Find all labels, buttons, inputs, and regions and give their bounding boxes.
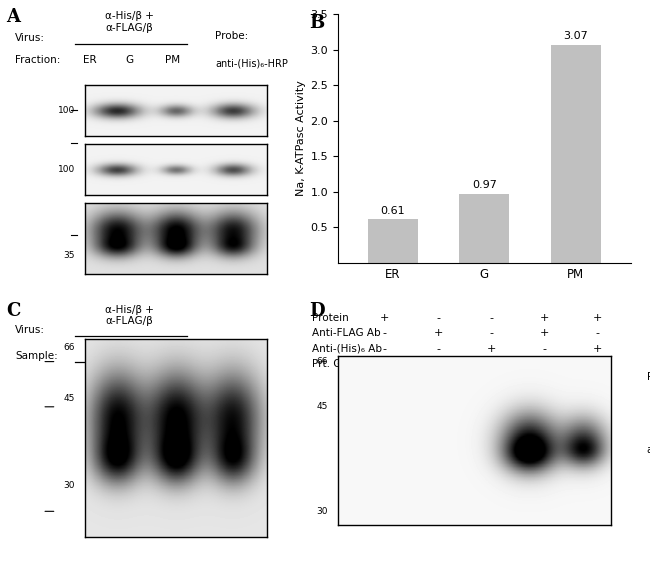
Text: Protein: Protein: [312, 312, 349, 323]
Text: α-His/β +
α-FLAG/β: α-His/β + α-FLAG/β: [105, 305, 154, 326]
Text: +: +: [434, 359, 443, 370]
Text: 100: 100: [57, 165, 75, 174]
Text: +: +: [380, 312, 389, 323]
Text: +: +: [592, 344, 602, 354]
Text: 3.07: 3.07: [564, 31, 588, 41]
Text: anti-β1: anti-β1: [215, 167, 250, 177]
Text: Probe:: Probe:: [647, 372, 650, 382]
Text: +: +: [592, 312, 602, 323]
Text: +: +: [486, 359, 496, 370]
Y-axis label: Na, K-ATPasc Activity: Na, K-ATPasc Activity: [296, 80, 306, 197]
Text: 0.97: 0.97: [472, 180, 497, 190]
Text: 66: 66: [63, 343, 75, 352]
Text: +: +: [540, 359, 549, 370]
Text: 35: 35: [63, 251, 75, 260]
Bar: [459, 194, 510, 263]
Text: -: -: [489, 312, 493, 323]
Text: D: D: [309, 302, 324, 320]
Text: -: -: [489, 328, 493, 338]
Text: Virus:: Virus:: [15, 325, 45, 336]
Text: Prt. G Seph: Prt. G Seph: [312, 359, 371, 370]
Bar: [368, 219, 418, 263]
Text: +: +: [434, 328, 443, 338]
Text: +: +: [486, 344, 496, 354]
Text: TM: TM: [84, 351, 100, 362]
Text: -: -: [383, 328, 387, 338]
Text: A: A: [6, 8, 21, 27]
Text: Anti-(His)₆ Ab: Anti-(His)₆ Ab: [312, 344, 382, 354]
Text: +: +: [380, 359, 389, 370]
Text: anti-FLAG: anti-FLAG: [215, 98, 263, 107]
Text: -: -: [436, 344, 440, 354]
Text: 45: 45: [317, 402, 328, 411]
Text: C: C: [6, 302, 21, 320]
Text: 0.61: 0.61: [380, 206, 405, 216]
Bar: [551, 45, 601, 263]
Text: 30: 30: [317, 507, 328, 516]
Text: Sample:: Sample:: [15, 351, 58, 362]
Text: anti-(His)₆-HRP: anti-(His)₆-HRP: [215, 58, 288, 68]
Text: Fraction:: Fraction:: [15, 55, 60, 66]
Text: IS: IS: [131, 351, 140, 362]
Text: G: G: [125, 55, 133, 66]
Text: 66: 66: [317, 357, 328, 366]
Text: -: -: [542, 344, 546, 354]
Text: Probe:: Probe:: [215, 375, 248, 385]
Text: 30: 30: [63, 481, 75, 490]
Text: anti-β1: anti-β1: [215, 445, 250, 455]
Text: 100: 100: [57, 106, 75, 115]
Text: α-His/β +
α-FLAG/β: α-His/β + α-FLAG/β: [105, 11, 154, 33]
Text: Virus:: Virus:: [15, 33, 45, 44]
Text: Anti-FLAG Ab: Anti-FLAG Ab: [312, 328, 381, 338]
Text: PM: PM: [165, 55, 180, 66]
Text: S: S: [172, 351, 179, 362]
Text: -: -: [383, 344, 387, 354]
Text: anti-β1: anti-β1: [647, 445, 650, 455]
Text: +: +: [592, 359, 602, 370]
Text: B: B: [309, 14, 324, 32]
Text: ER: ER: [83, 55, 96, 66]
Text: Probe:: Probe:: [215, 31, 248, 41]
Text: -: -: [595, 328, 599, 338]
Text: 45: 45: [64, 394, 75, 403]
Text: +: +: [540, 328, 549, 338]
Text: -: -: [436, 312, 440, 323]
Text: +: +: [540, 312, 549, 323]
